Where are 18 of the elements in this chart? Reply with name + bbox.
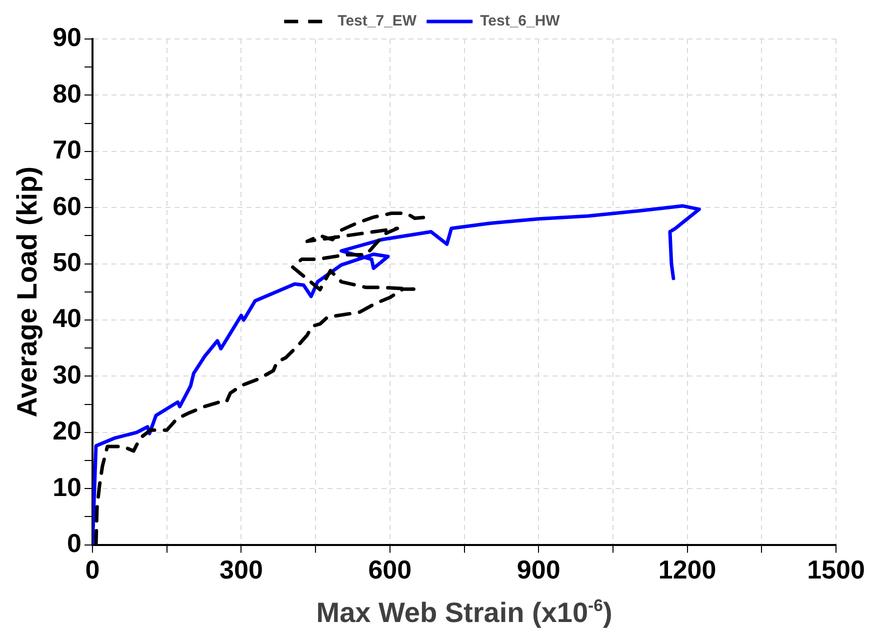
y-tick-label: 60 [52, 190, 82, 221]
x-tick-label: 600 [368, 554, 412, 585]
y-tick-label: 80 [52, 78, 82, 108]
y-tick-label: 50 [52, 246, 82, 277]
y-tick-label: 70 [52, 134, 82, 165]
x-tick-label: 1500 [807, 554, 865, 585]
y-tick-label: 30 [52, 359, 82, 390]
x-tick-label: 1200 [658, 554, 716, 585]
x-tick-label: 300 [220, 554, 263, 585]
y-tick-label: 90 [52, 22, 82, 52]
y-axis-title: Average Load (kip) [12, 166, 43, 418]
legend-label: Test_6_HW [480, 12, 561, 30]
y-tick-label: 10 [52, 472, 82, 502]
y-tick-label: 40 [52, 303, 82, 334]
legend-label: Test_7_EW [338, 12, 418, 30]
y-tick-label: 20 [52, 416, 82, 446]
y-tick-label: 0 [67, 528, 82, 558]
x-tick-label: 900 [516, 554, 560, 585]
